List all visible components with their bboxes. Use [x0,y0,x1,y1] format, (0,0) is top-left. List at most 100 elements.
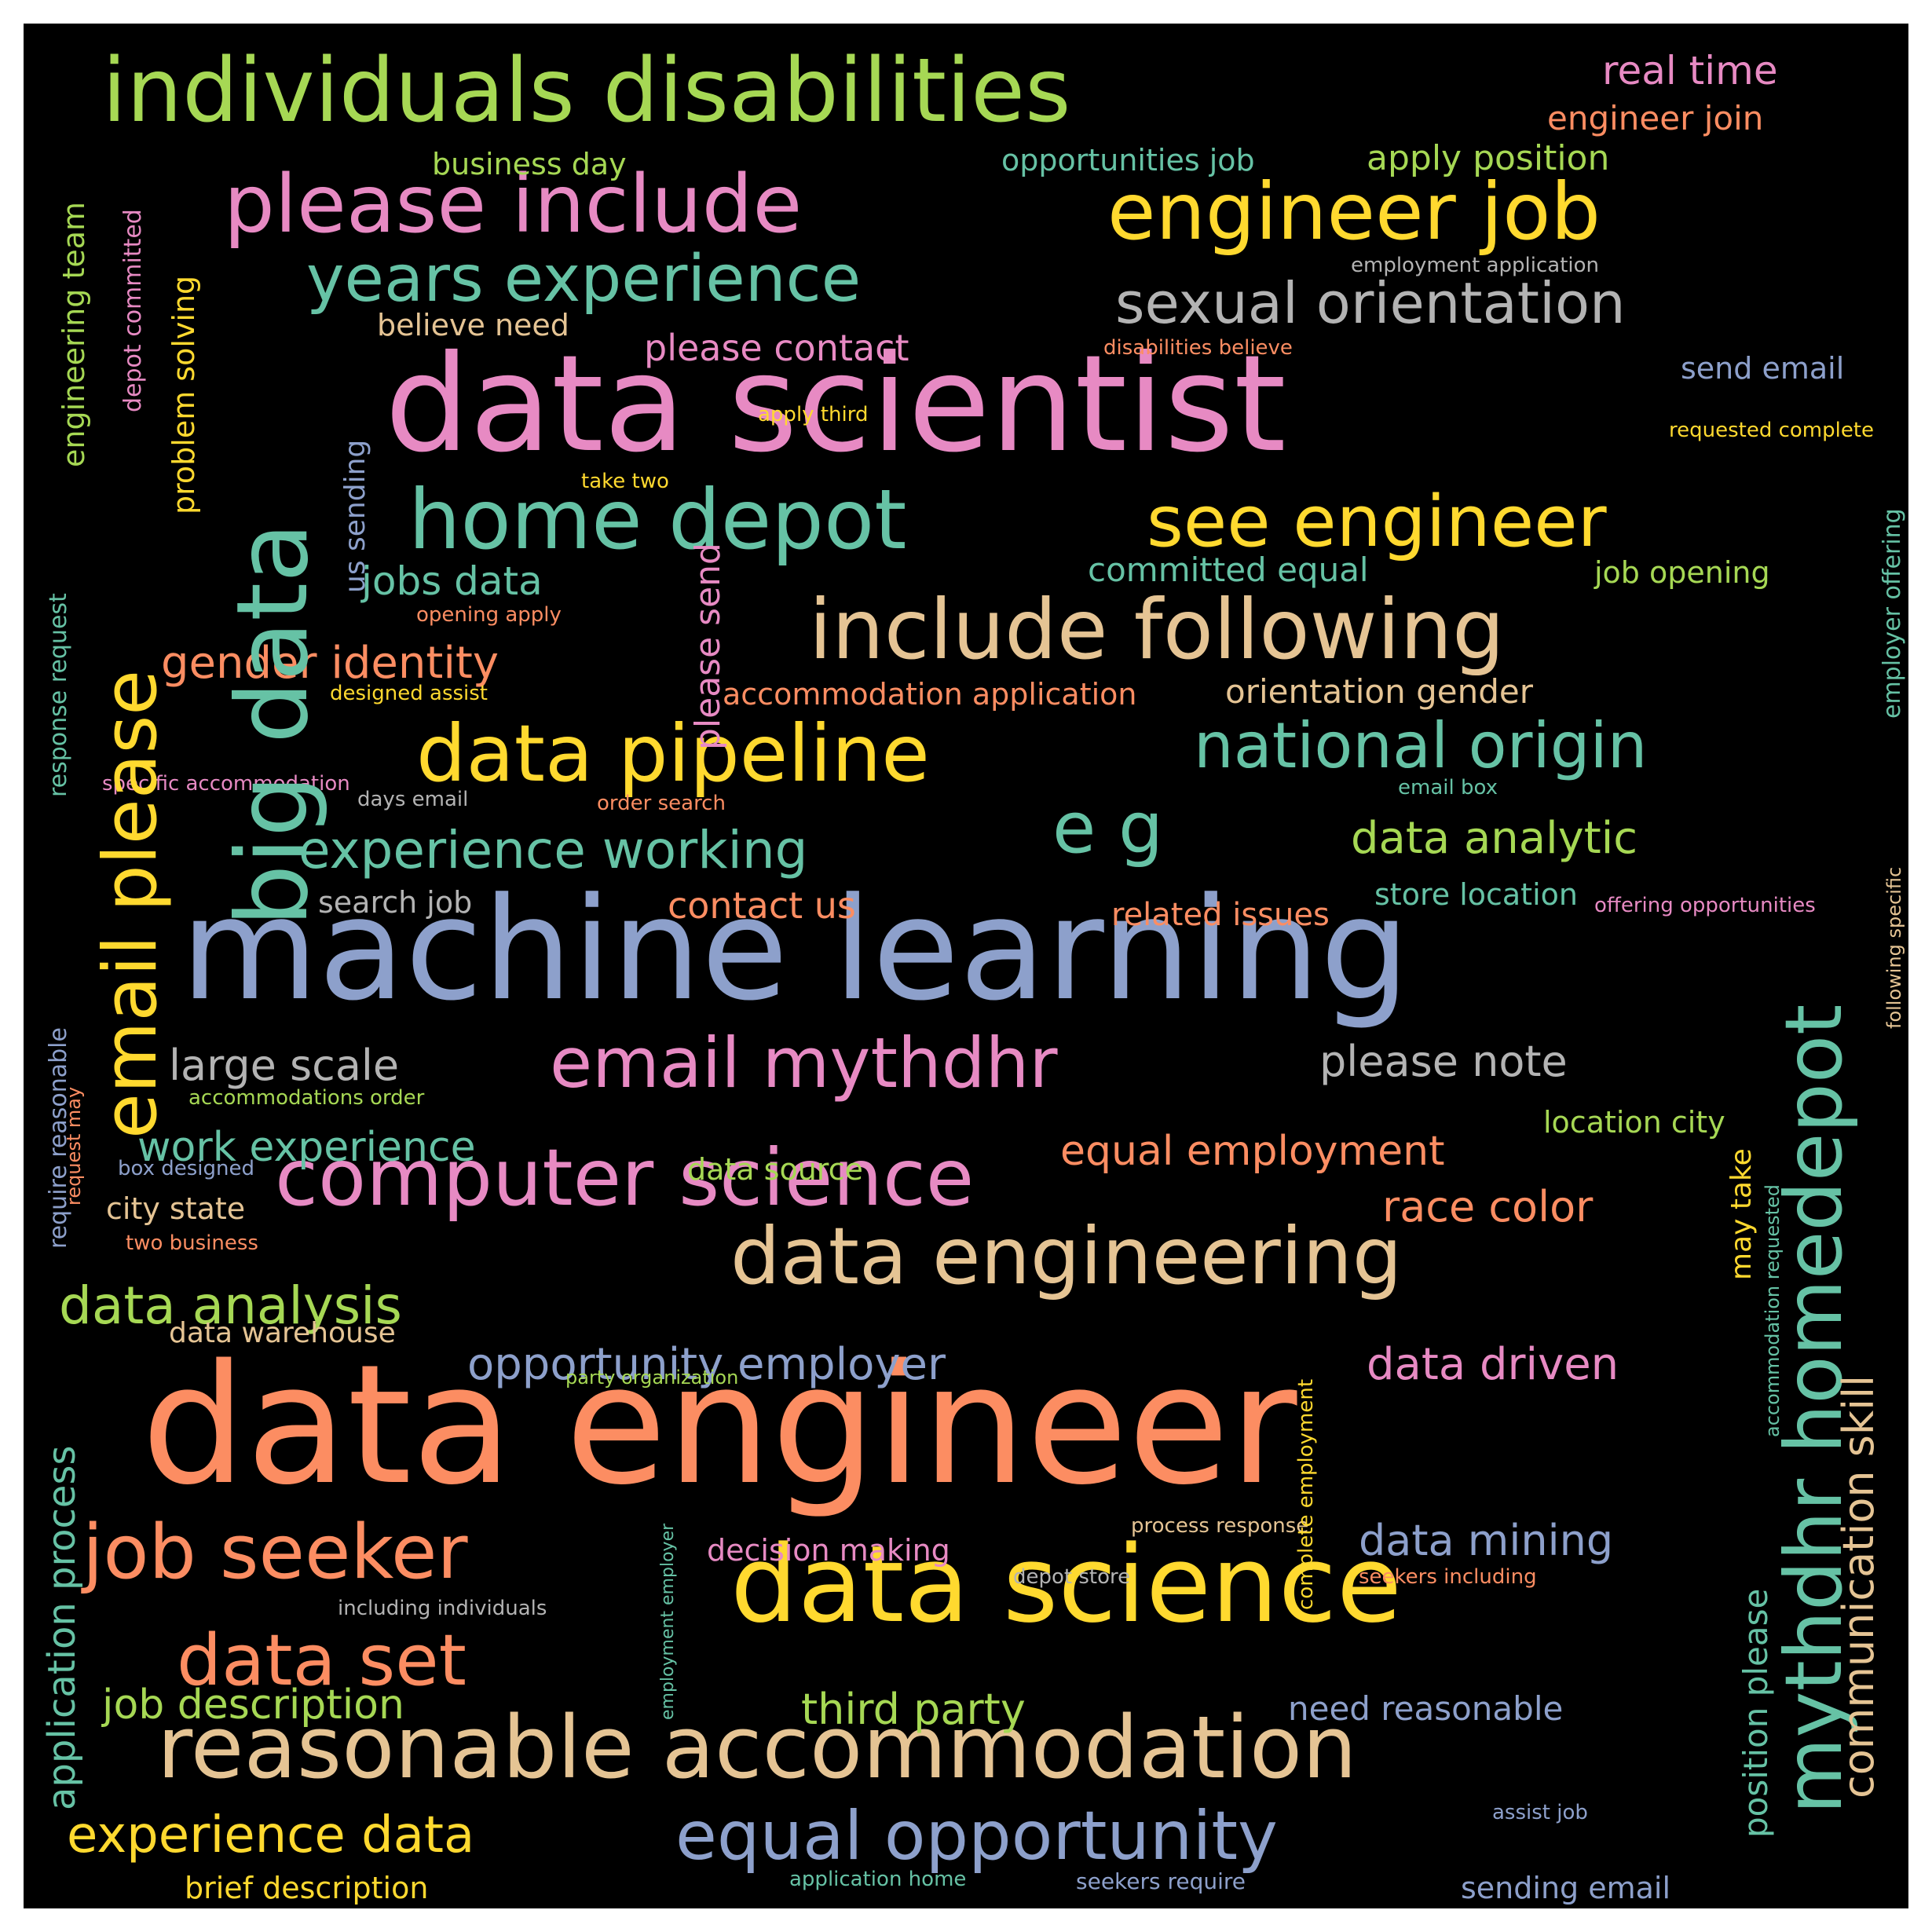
word: engineer join [1547,99,1764,137]
word: opportunity employer [467,1339,946,1390]
word: data engineer [141,1329,1297,1521]
word: days email [357,788,469,811]
word: accommodation application [723,677,1137,712]
word: process response [1131,1514,1309,1538]
word: sending email [1461,1871,1671,1905]
word: equal employment [1060,1128,1445,1175]
word: communication skill [1834,1374,1883,1798]
word: employment employer [658,1523,678,1720]
word: years experience [306,242,862,317]
word: box designed [118,1157,255,1180]
word: orientation gender [1225,672,1533,711]
word: data analytic [1351,813,1638,864]
word: response request [45,593,72,797]
word: store location [1374,877,1578,912]
word: engineering team [57,201,91,467]
word: designed assist [330,682,488,705]
word: two business [126,1231,258,1255]
word: data analysis [59,1275,402,1336]
word: application process [40,1445,84,1810]
word: need reasonable [1288,1689,1564,1728]
word: work experience [137,1124,476,1171]
word: requested complete [1669,419,1875,442]
word: data scientist [385,327,1286,482]
word: data pipeline [416,708,930,800]
word: data science [730,1523,1402,1646]
word: disabilities believe [1103,336,1293,360]
word: job description [102,1681,404,1729]
word: city state [106,1191,246,1226]
word: large scale [169,1041,400,1090]
word: opening apply [416,603,562,627]
word: email please [88,669,174,1139]
word: jobs data [361,558,543,604]
word: experience data [67,1806,475,1864]
word: search job [318,885,473,920]
word: apply position [1367,138,1610,178]
word: computer science [275,1132,975,1224]
word: please send [688,543,728,750]
word: reasonable accommodation [157,1697,1357,1798]
word: following specific [1883,866,1905,1029]
word: send email [1681,351,1845,386]
word: job seeker [82,1509,468,1596]
word: include following [809,582,1505,678]
word: data engineering [730,1210,1403,1302]
word: data warehouse [169,1317,396,1349]
word: apply third [758,403,869,426]
word: please contact [644,327,909,369]
word: location city [1543,1105,1725,1140]
word: business day [432,147,627,181]
word: engineer job [1107,166,1601,258]
word: us sending [339,439,371,593]
word: gender identity [161,638,499,689]
word: problem solving [166,275,201,514]
word: opportunities job [1001,143,1255,177]
word: offering opportunities [1594,894,1816,917]
word: email mythdhr [550,1023,1058,1103]
word: complete employment [1294,1378,1318,1610]
word: big data [216,522,330,927]
word: e g [1052,787,1164,869]
word: take two [581,470,669,493]
word: contact us [668,884,856,927]
word: accommodations order [188,1086,425,1110]
word: request may [63,1086,85,1206]
word: assist job [1492,1801,1588,1824]
word: data source [687,1152,863,1187]
word: see engineer [1147,481,1607,563]
word: machine learning [181,868,1411,1032]
word: race color [1382,1182,1594,1231]
word: may take [1725,1148,1758,1280]
word: data driven [1367,1339,1619,1390]
word: position please [1736,1588,1775,1838]
word: seekers require [1076,1868,1246,1894]
word: national origin [1194,709,1648,782]
word: job opening [1594,555,1770,590]
word: specific accommodation [102,772,350,796]
word: employer offering [1879,508,1906,719]
word: application home [789,1868,967,1891]
word: party organization [565,1367,739,1389]
word: depot committed [119,209,147,412]
word: third party [801,1685,1026,1734]
word: order search [597,792,726,815]
word: real time [1602,48,1778,93]
word: data mining [1359,1516,1614,1565]
word: equal opportunity [675,1797,1278,1875]
word: decision making [707,1533,950,1568]
word: please include [224,158,803,251]
word: related issues [1111,897,1330,933]
word: believe need [377,308,569,342]
word: seekers including [1359,1565,1537,1589]
word: home depot [408,472,907,568]
word: including individuals [338,1597,547,1620]
word: sexual orientation [1115,270,1626,336]
word: please note [1319,1037,1568,1086]
word: committed equal [1088,551,1369,589]
word: employment application [1351,254,1600,277]
word: experience working [298,820,808,880]
word: individuals disabilities [102,40,1071,142]
word: email box [1398,776,1498,800]
word: data set [177,1619,467,1702]
